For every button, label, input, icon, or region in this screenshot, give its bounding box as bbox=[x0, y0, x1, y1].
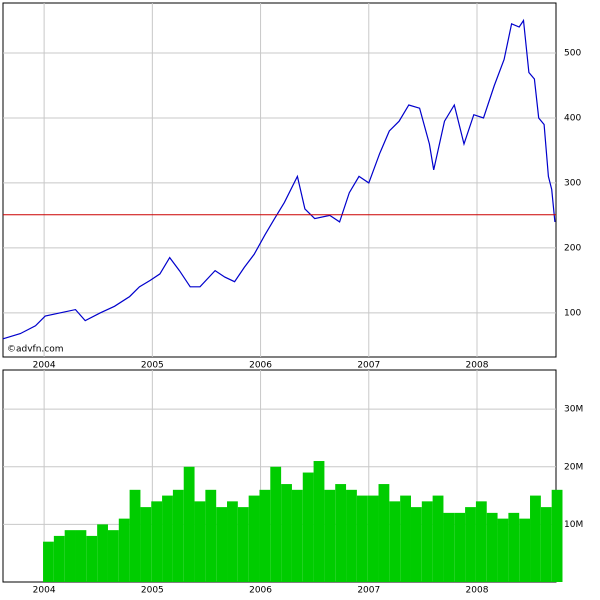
volume-bar bbox=[454, 512, 466, 582]
volume-bar bbox=[270, 466, 282, 582]
y-tick-label: 30M bbox=[564, 405, 583, 415]
volume-bar bbox=[53, 535, 65, 582]
volume-bar bbox=[107, 530, 119, 582]
volume-bar bbox=[421, 501, 433, 582]
price-line bbox=[2, 18, 556, 340]
volume-bar bbox=[183, 466, 195, 582]
volume-bar bbox=[508, 512, 520, 582]
volume-bar bbox=[313, 461, 325, 582]
volume-bar bbox=[367, 495, 379, 582]
y-tick-label: 10M bbox=[564, 520, 583, 530]
volume-bar bbox=[75, 530, 87, 582]
volume-bar bbox=[486, 512, 498, 582]
x-tick-label: 2004 bbox=[33, 361, 56, 371]
volume-bar bbox=[281, 484, 292, 582]
y-tick-label: 300 bbox=[564, 178, 581, 188]
volume-bar bbox=[43, 541, 54, 582]
volume-bar bbox=[378, 484, 390, 582]
panel-frame bbox=[2, 2, 557, 358]
volume-bar bbox=[291, 489, 303, 582]
volume-bar bbox=[410, 507, 422, 582]
volume-bar bbox=[194, 501, 206, 582]
y-tick-label: 200 bbox=[564, 243, 581, 253]
volume-bar bbox=[216, 507, 228, 582]
volume-bar bbox=[551, 489, 563, 582]
volume-bar bbox=[172, 489, 184, 582]
volume-bar bbox=[443, 512, 455, 582]
y-tick-label: 500 bbox=[564, 49, 581, 59]
volume-bar bbox=[389, 501, 401, 582]
volume-bar bbox=[465, 507, 476, 582]
y-tick-label: 20M bbox=[564, 462, 583, 472]
volume-bar bbox=[205, 489, 217, 582]
x-tick-label: 2008 bbox=[466, 361, 489, 371]
volume-bar bbox=[302, 472, 314, 582]
volume-bar bbox=[248, 495, 260, 582]
volume-bar bbox=[140, 507, 152, 582]
volume-bar bbox=[97, 524, 108, 582]
x-tick-label: 2005 bbox=[141, 361, 164, 371]
volume-bar bbox=[530, 495, 541, 582]
x-tick-label: 2008 bbox=[466, 586, 489, 596]
volume-bar bbox=[86, 535, 98, 582]
watermark: ©advfn.com bbox=[7, 345, 64, 355]
y-tick-label: 100 bbox=[564, 308, 581, 318]
volume-bar bbox=[519, 518, 531, 582]
volume-bar bbox=[432, 495, 444, 582]
x-tick-label: 2006 bbox=[249, 586, 272, 596]
volume-bar bbox=[227, 501, 238, 582]
volume-bar bbox=[497, 518, 509, 582]
volume-bar bbox=[475, 501, 487, 582]
x-tick-label: 2007 bbox=[357, 361, 380, 371]
volume-bar bbox=[64, 530, 76, 582]
volume-bar bbox=[151, 501, 163, 582]
volume-bar bbox=[356, 495, 368, 582]
volume-bar bbox=[400, 495, 411, 582]
y-tick-label: 400 bbox=[564, 113, 581, 123]
volume-bar bbox=[346, 489, 357, 582]
volume-bar bbox=[324, 489, 336, 582]
x-tick-label: 2007 bbox=[357, 586, 380, 596]
volume-bar bbox=[162, 495, 173, 582]
volume-bar bbox=[540, 507, 552, 582]
volume-bar bbox=[129, 489, 141, 582]
volume-bar bbox=[237, 507, 249, 582]
x-tick-label: 2005 bbox=[141, 586, 164, 596]
volume-bar bbox=[118, 518, 130, 582]
volume-bar bbox=[335, 484, 347, 582]
x-tick-label: 2004 bbox=[33, 586, 56, 596]
volume-bar bbox=[259, 489, 271, 582]
x-tick-label: 2006 bbox=[249, 361, 272, 371]
